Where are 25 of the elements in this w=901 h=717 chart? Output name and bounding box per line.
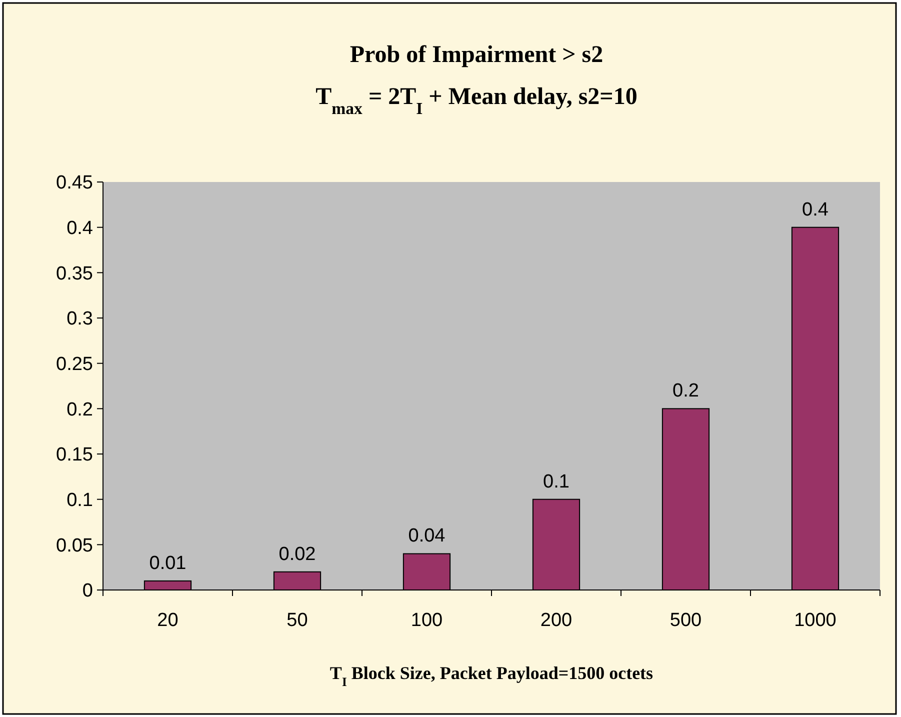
y-tick-label: 0.45 bbox=[56, 172, 93, 194]
x-tick-label: 20 bbox=[157, 610, 178, 631]
x-tick-label: 200 bbox=[540, 610, 572, 631]
x-tick-label: 500 bbox=[670, 610, 702, 631]
y-tick-label: 0.1 bbox=[66, 490, 93, 511]
y-tick-label: 0.3 bbox=[66, 308, 93, 330]
data-label: 0.04 bbox=[408, 526, 446, 547]
y-tick-label: 0.15 bbox=[56, 444, 93, 466]
x-axis-title: T$_{I}$ Block Size, Packet Payload=1500 octets bbox=[330, 663, 654, 689]
data-label: 0.01 bbox=[149, 552, 186, 574]
data-label: 0.1 bbox=[543, 471, 570, 492]
data-label: 0.4 bbox=[802, 199, 829, 220]
chart-title: Prob of Impairment > s2 bbox=[350, 42, 604, 68]
y-tick-label: 0 bbox=[82, 580, 93, 602]
data-label: 0.2 bbox=[672, 380, 699, 402]
y-tick-label: 0.35 bbox=[56, 263, 93, 284]
y-tick-label: 0.4 bbox=[66, 218, 94, 239]
x-tick-label: 100 bbox=[410, 610, 443, 631]
y-tick-label: 0.2 bbox=[66, 399, 93, 420]
data-label: 0.02 bbox=[278, 544, 316, 565]
x-tick-label: 50 bbox=[286, 610, 308, 631]
x-tick-label: 1000 bbox=[794, 610, 836, 631]
y-tick-label: 0.25 bbox=[56, 354, 93, 375]
y-tick-label: 0.05 bbox=[56, 535, 93, 556]
chart-subtitle: T$_{max}$ = 2T$_{I}$ + Mean delay, s2=10 bbox=[316, 84, 638, 118]
